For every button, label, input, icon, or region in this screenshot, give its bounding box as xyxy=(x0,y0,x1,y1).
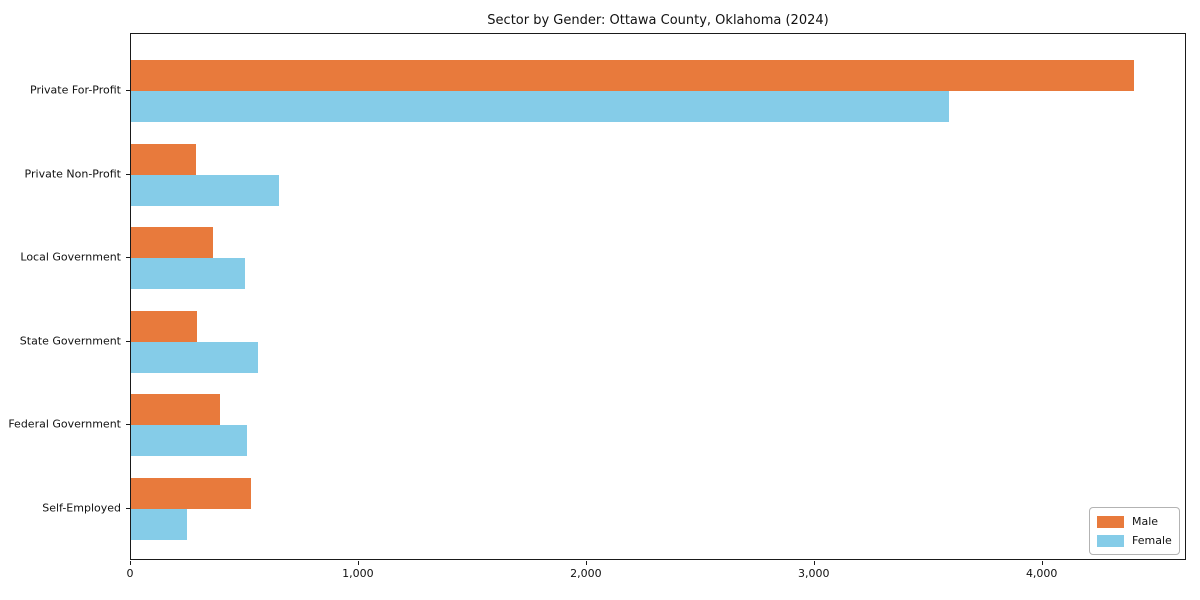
y-axis-labels: Private For-Profit Private Non-Profit Loca… xyxy=(0,33,130,560)
x-tick-label-2-000: 2,000 xyxy=(570,567,602,580)
y-tick-label-private-non-profit: Private Non-Profit xyxy=(24,167,121,181)
legend-swatch-male xyxy=(1097,515,1124,528)
y-tick-label-self-employed: Self-Employed xyxy=(42,501,121,515)
x-axis: 0 1,000 2,000 3,000 4,000 xyxy=(126,560,1186,600)
bar-male-state-government xyxy=(131,310,198,342)
legend-entry-male: Male xyxy=(1097,515,1171,528)
bars-layer xyxy=(131,34,1185,559)
legend-swatch-female xyxy=(1097,534,1124,547)
chart-title: Sector by Gender: Ottawa County, Oklahom… xyxy=(487,13,829,28)
bar-male-self-employed xyxy=(131,478,251,509)
plot-area: Male Female xyxy=(130,33,1186,560)
legend: Male Female xyxy=(1089,507,1180,555)
x-tick-mark-2-000 xyxy=(585,561,587,565)
bar-female-private-non-profit xyxy=(131,174,280,206)
x-tick-mark-0 xyxy=(130,561,131,565)
bar-female-private-for-profit xyxy=(131,91,950,122)
bar-male-private-non-profit xyxy=(131,143,196,175)
bar-female-local-government xyxy=(131,258,245,290)
x-tick-mark-1-000 xyxy=(357,561,359,565)
legend-label-female: Female xyxy=(1132,534,1172,547)
y-tick-mark-local-government xyxy=(126,257,130,259)
y-tick-label-state-government: State Government xyxy=(19,334,121,348)
y-tick-mark-federal-government xyxy=(126,424,130,426)
x-tick-mark-3-000 xyxy=(813,561,815,565)
bar-female-federal-government xyxy=(131,425,248,457)
bar-female-state-government xyxy=(131,341,258,373)
x-tick-label-4-000: 4,000 xyxy=(1025,567,1058,580)
legend-label-male: Male xyxy=(1132,515,1159,528)
x-tick-label-0: 0 xyxy=(126,567,134,580)
legend-entry-female: Female xyxy=(1097,534,1172,547)
y-tick-mark-private-for-profit xyxy=(126,90,130,91)
bar-female-self-employed xyxy=(131,509,187,540)
x-tick-mark-4-000 xyxy=(1041,561,1043,565)
y-tick-label-local-government: Local Government xyxy=(20,250,121,264)
y-tick-mark-private-non-profit xyxy=(126,173,130,175)
y-tick-mark-self-employed xyxy=(126,508,130,509)
y-tick-label-private-for-profit: Private For-Profit xyxy=(30,83,121,97)
bar-male-federal-government xyxy=(131,394,220,426)
bar-male-local-government xyxy=(131,227,214,259)
bar-male-private-for-profit xyxy=(131,60,1134,91)
y-tick-mark-state-government xyxy=(126,340,130,342)
y-tick-label-federal-government: Federal Government xyxy=(8,417,121,431)
x-tick-label-1-000: 1,000 xyxy=(342,567,374,580)
x-tick-label-3-000: 3,000 xyxy=(798,567,830,580)
